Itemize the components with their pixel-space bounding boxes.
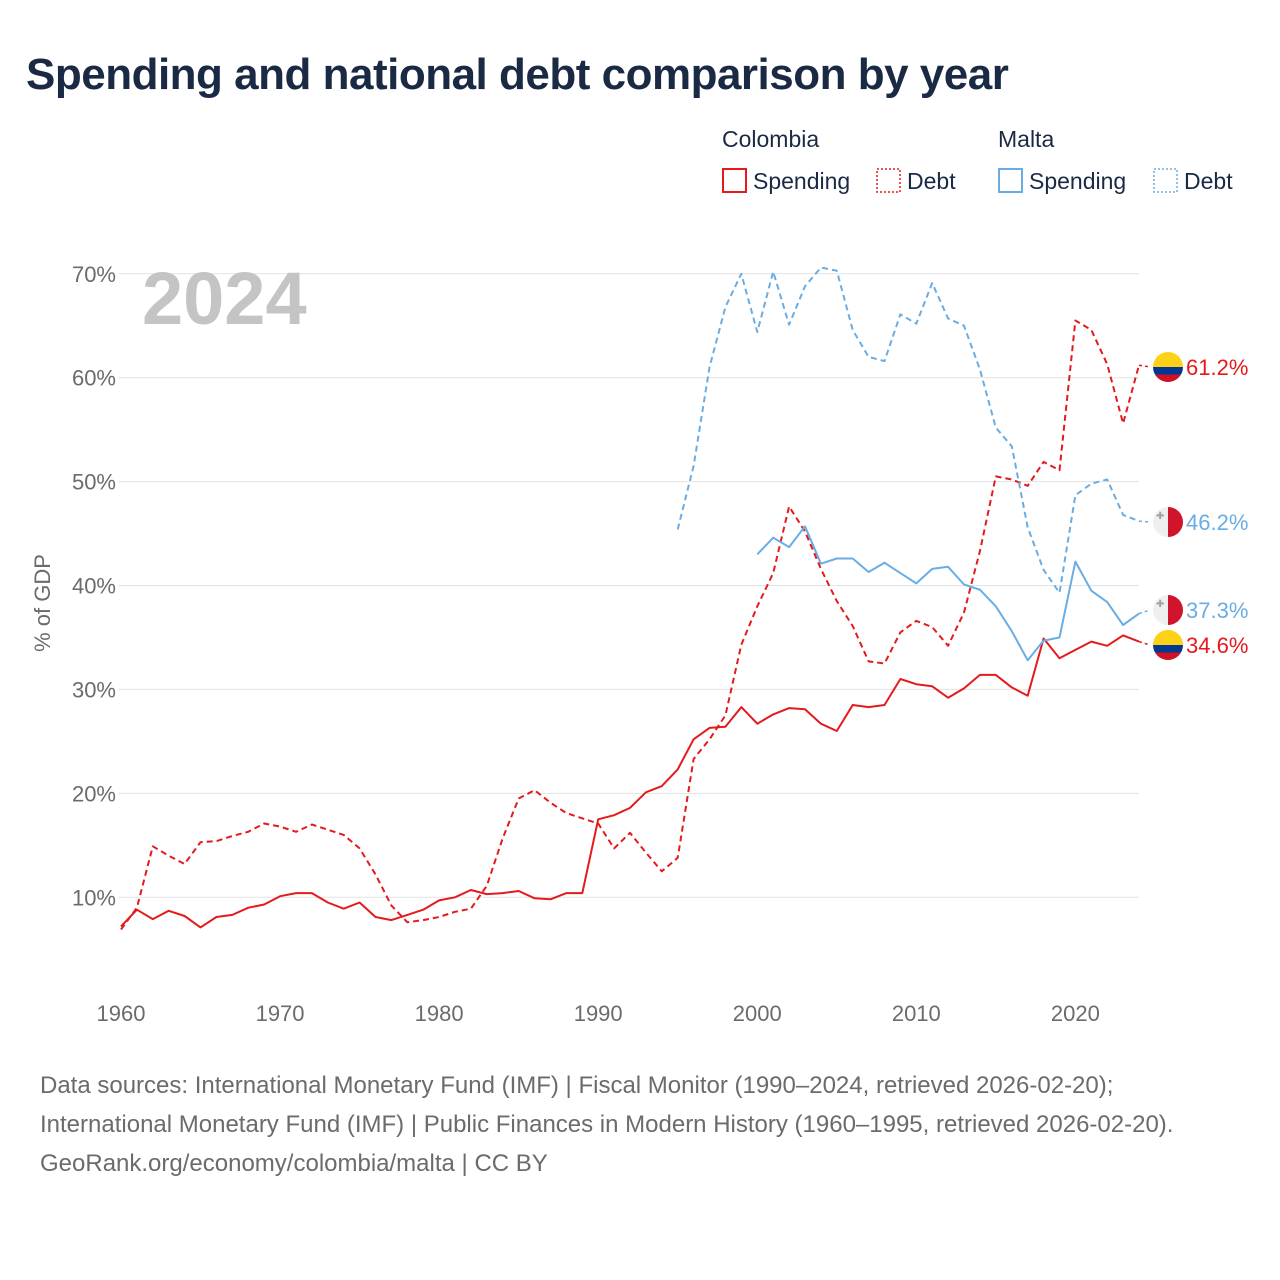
x-tick-label: 1970 (256, 1001, 305, 1026)
y-tick-label: 60% (72, 366, 116, 391)
malta-spending-connector (1138, 609, 1151, 615)
flag-yellow-band (1153, 352, 1183, 367)
data-sources: Data sources: International Monetary Fun… (40, 1072, 1174, 1138)
credit-link[interactable]: GeoRank.org/economy/colombia/malta | CC … (40, 1150, 548, 1177)
footer: Data sources: International Monetary Fun… (40, 1066, 1240, 1183)
gridlines (119, 273, 1139, 898)
series (120, 266, 1140, 931)
flag-blue-band (1153, 645, 1183, 653)
flag-red-band (1153, 374, 1183, 382)
x-tick-label: 1980 (415, 1001, 464, 1026)
y-tick-label: 40% (72, 574, 116, 599)
y-tick-label: 20% (72, 781, 116, 806)
colombia-debt-end-label: 61.2% (1186, 355, 1248, 380)
malta-debt-line (676, 266, 1140, 594)
malta-debt-connector (1138, 520, 1151, 523)
flag-blue-band (1153, 367, 1183, 375)
x-tick-label: 2020 (1051, 1001, 1100, 1026)
malta-flag-icon: ✚ (1153, 595, 1183, 625)
malta-legend-heading: Malta (998, 126, 1054, 152)
y-tick-label: 50% (72, 470, 116, 495)
x-tick-label: 1960 (97, 1001, 146, 1026)
x-tick-label: 2000 (733, 1001, 782, 1026)
colombia-debt-swatch (876, 168, 901, 193)
malta-spending-legend-label: Spending (1029, 168, 1126, 194)
colombia-spending-line (120, 634, 1140, 929)
y-tick-label: 10% (72, 885, 116, 910)
flag-white-half (1153, 507, 1168, 537)
colombia-debt-connector (1138, 364, 1151, 368)
x-tick-label: 2010 (892, 1001, 941, 1026)
colombia-spending-swatch (722, 168, 747, 193)
chart-svg: 10% 20% 30% 40% 50% 60% 70% 1960 1970 1980 1990 200… (30, 126, 1248, 1026)
y-tick-label: 70% (72, 262, 116, 287)
end-markers: 61.2% 34.6% ✚ 46.2% ✚ 37.3% (1138, 352, 1248, 660)
flag-cross-mark: ✚ (1156, 511, 1164, 522)
malta-debt-legend-label: Debt (1184, 168, 1233, 194)
colombia-flag-icon (1153, 630, 1183, 660)
flag-cross-mark: ✚ (1156, 599, 1164, 610)
year-watermark: 2024 (142, 257, 307, 340)
malta-flag-icon: ✚ (1153, 507, 1183, 537)
axes: 10% 20% 30% 40% 50% 60% 70% 1960 1970 1980 1990 200… (72, 262, 1100, 1026)
malta-spending-end-label: 37.3% (1186, 598, 1248, 623)
flag-red-half (1168, 595, 1183, 625)
colombia-flag-icon (1153, 352, 1183, 382)
legend: Colombia Spending Debt Malta Spending Debt (722, 126, 1233, 194)
malta-debt-end-label: 46.2% (1186, 510, 1248, 535)
colombia-spending-end-label: 34.6% (1186, 633, 1248, 658)
malta-spending-swatch (998, 168, 1023, 193)
colombia-debt-legend-label: Debt (907, 168, 956, 194)
flag-red-band (1153, 652, 1183, 660)
malta-spending-line (756, 525, 1140, 662)
colombia-spending-legend-label: Spending (753, 168, 850, 194)
flag-yellow-band (1153, 630, 1183, 645)
colombia-legend-heading: Colombia (722, 126, 819, 152)
colombia-debt-line (120, 319, 1140, 931)
colombia-spending-connector (1138, 640, 1151, 646)
malta-debt-swatch (1153, 168, 1178, 193)
flag-red-half (1168, 507, 1183, 537)
y-tick-label: 30% (72, 677, 116, 702)
chart-title: Spending and national debt comparison by… (26, 50, 1009, 99)
flag-white-half (1153, 595, 1168, 625)
x-tick-label: 1990 (574, 1001, 623, 1026)
y-axis-label: % of GDP (30, 554, 55, 652)
